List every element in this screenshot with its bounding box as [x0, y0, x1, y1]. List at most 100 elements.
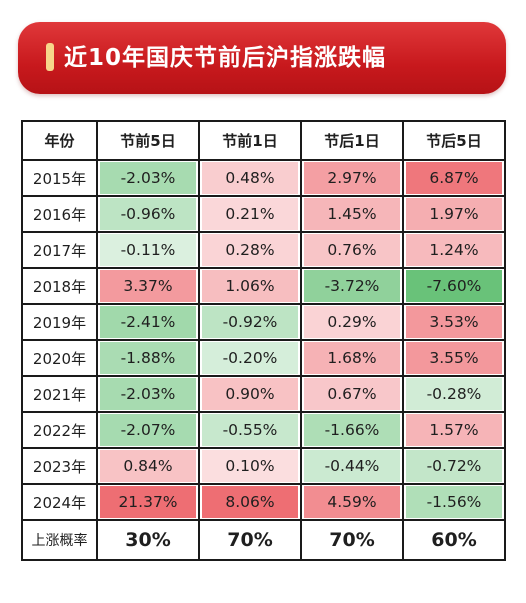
- return-cell: -0.96%: [96, 195, 200, 233]
- table-row: 2022年 -2.07% -0.55% -1.66% 1.57%: [21, 411, 506, 449]
- return-cell: -1.88%: [96, 339, 200, 377]
- return-cell: 3.55%: [402, 339, 506, 377]
- return-value: 1.06%: [202, 270, 298, 302]
- return-value: 6.87%: [406, 162, 502, 194]
- return-cell: -7.60%: [402, 267, 506, 305]
- return-cell: 0.29%: [300, 303, 404, 341]
- year-cell: 2015年: [21, 159, 98, 197]
- return-cell: -2.03%: [96, 159, 200, 197]
- return-cell: 1.24%: [402, 231, 506, 269]
- return-cell: 6.87%: [402, 159, 506, 197]
- year-cell: 2020年: [21, 339, 98, 377]
- return-value: 0.76%: [304, 234, 400, 266]
- return-value: -2.03%: [100, 378, 196, 410]
- return-cell: 1.97%: [402, 195, 506, 233]
- page-title: 近10年国庆节前后沪指涨跌幅: [64, 45, 387, 71]
- return-value: 0.10%: [202, 450, 298, 482]
- title-accent-bar: [46, 43, 54, 71]
- return-value: 0.29%: [304, 306, 400, 338]
- table-row: 2015年 -2.03% 0.48% 2.97% 6.87%: [21, 159, 506, 197]
- year-cell: 2022年: [21, 411, 98, 449]
- return-value: 8.06%: [202, 486, 298, 518]
- return-value: 4.59%: [304, 486, 400, 518]
- year-cell: 2018年: [21, 267, 98, 305]
- return-cell: 2.97%: [300, 159, 404, 197]
- return-cell: -0.92%: [198, 303, 302, 341]
- return-cell: 0.10%: [198, 447, 302, 485]
- return-cell: -3.72%: [300, 267, 404, 305]
- return-cell: 0.21%: [198, 195, 302, 233]
- return-value: 1.24%: [406, 234, 502, 266]
- table-row: 2020年 -1.88% -0.20% 1.68% 3.55%: [21, 339, 506, 377]
- rise-probability-value: 70%: [300, 519, 404, 561]
- table-row: 2017年 -0.11% 0.28% 0.76% 1.24%: [21, 231, 506, 269]
- return-value: -1.56%: [406, 486, 502, 518]
- return-cell: 3.37%: [96, 267, 200, 305]
- table-row: 2024年 21.37% 8.06% 4.59% -1.56%: [21, 483, 506, 521]
- return-value: 21.37%: [100, 486, 196, 518]
- return-value: 0.67%: [304, 378, 400, 410]
- return-cell: -1.56%: [402, 483, 506, 521]
- return-value: 0.28%: [202, 234, 298, 266]
- return-cell: 0.28%: [198, 231, 302, 269]
- return-cell: 1.68%: [300, 339, 404, 377]
- return-value: 0.84%: [100, 450, 196, 482]
- year-cell: 2024年: [21, 483, 98, 521]
- return-cell: 1.06%: [198, 267, 302, 305]
- table-body: 2015年 -2.03% 0.48% 2.97% 6.87% 2016年 -0.96% 0.2…: [21, 159, 506, 521]
- return-value: -2.03%: [100, 162, 196, 194]
- return-value: 3.37%: [100, 270, 196, 302]
- table-row: 2021年 -2.03% 0.90% 0.67% -0.28%: [21, 375, 506, 413]
- return-value: -1.88%: [100, 342, 196, 374]
- return-cell: -0.11%: [96, 231, 200, 269]
- return-value: 1.97%: [406, 198, 502, 230]
- return-value: -7.60%: [406, 270, 502, 302]
- return-cell: -2.41%: [96, 303, 200, 341]
- return-cell: 0.67%: [300, 375, 404, 413]
- rise-probability-value: 70%: [198, 519, 302, 561]
- return-value: 0.90%: [202, 378, 298, 410]
- header-pre-1d: 节前1日: [198, 120, 302, 161]
- year-cell: 2021年: [21, 375, 98, 413]
- return-cell: -0.20%: [198, 339, 302, 377]
- return-value: 1.45%: [304, 198, 400, 230]
- return-value: -1.66%: [304, 414, 400, 446]
- return-value: 0.21%: [202, 198, 298, 230]
- return-value: -3.72%: [304, 270, 400, 302]
- rise-probability-row: 上涨概率 30% 70% 70% 60%: [21, 519, 506, 561]
- table-row: 2018年 3.37% 1.06% -3.72% -7.60%: [21, 267, 506, 305]
- table-row: 2016年 -0.96% 0.21% 1.45% 1.97%: [21, 195, 506, 233]
- return-value: -0.55%: [202, 414, 298, 446]
- return-cell: 4.59%: [300, 483, 404, 521]
- return-cell: 21.37%: [96, 483, 200, 521]
- header-pre-5d: 节前5日: [96, 120, 200, 161]
- table-header-row: 年份 节前5日 节前1日 节后1日 节后5日: [21, 120, 506, 161]
- return-value: 2.97%: [304, 162, 400, 194]
- year-cell: 2019年: [21, 303, 98, 341]
- header-post-1d: 节后1日: [300, 120, 404, 161]
- returns-table-container: 年份 节前5日 节前1日 节后1日 节后5日 2015年 -2.03% 0.48% 2…: [21, 120, 506, 561]
- return-cell: -2.03%: [96, 375, 200, 413]
- table-row: 2019年 -2.41% -0.92% 0.29% 3.53%: [21, 303, 506, 341]
- return-cell: -2.07%: [96, 411, 200, 449]
- year-cell: 2017年: [21, 231, 98, 269]
- return-value: -0.11%: [100, 234, 196, 266]
- return-value: -2.07%: [100, 414, 196, 446]
- return-cell: 0.90%: [198, 375, 302, 413]
- return-cell: -0.28%: [402, 375, 506, 413]
- return-value: -0.44%: [304, 450, 400, 482]
- header-post-5d: 节后5日: [402, 120, 506, 161]
- return-cell: 1.45%: [300, 195, 404, 233]
- return-cell: -0.44%: [300, 447, 404, 485]
- return-value: 0.48%: [202, 162, 298, 194]
- return-cell: 0.76%: [300, 231, 404, 269]
- rise-probability-value: 30%: [96, 519, 200, 561]
- return-value: 1.68%: [304, 342, 400, 374]
- return-cell: 1.57%: [402, 411, 506, 449]
- return-value: -0.92%: [202, 306, 298, 338]
- rise-probability-value: 60%: [402, 519, 506, 561]
- return-cell: 3.53%: [402, 303, 506, 341]
- rise-probability-label: 上涨概率: [21, 519, 98, 561]
- return-value: -0.72%: [406, 450, 502, 482]
- return-value: 3.53%: [406, 306, 502, 338]
